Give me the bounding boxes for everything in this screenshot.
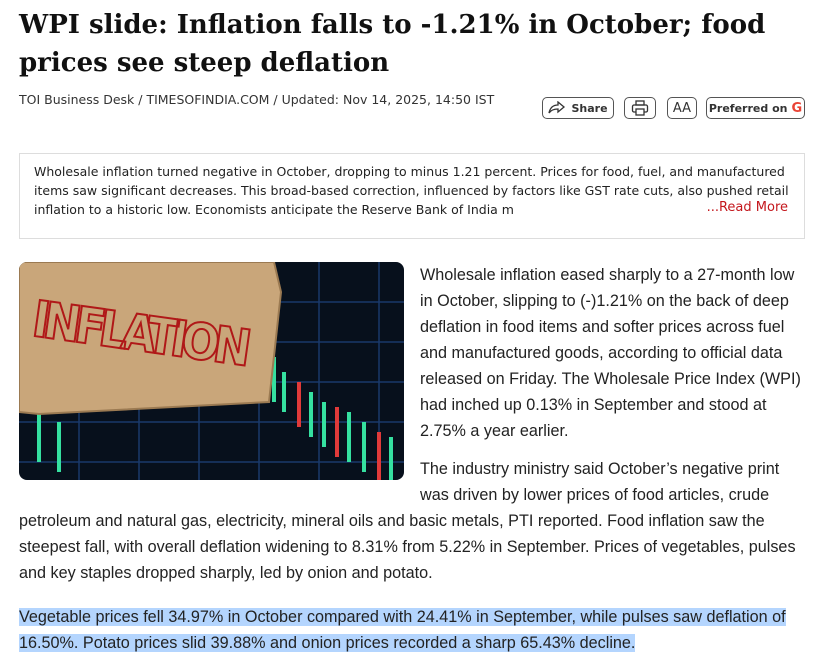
summary-text: Wholesale inflation turned negative in O… <box>34 164 789 217</box>
headline: WPI slide: Inflation falls to -1.21% in … <box>19 10 766 78</box>
paragraph: The industry ministry said October’s neg… <box>19 460 796 582</box>
read-more[interactable]: ...Read More <box>704 200 788 215</box>
font-size-button[interactable]: AA <box>667 97 697 119</box>
preferred-button[interactable]: Preferred on G <box>706 97 805 119</box>
share-label: Share <box>571 101 608 115</box>
byline: TOI Business Desk / TIMESOFINDIA.COM / U… <box>19 92 495 107</box>
print-icon <box>631 100 649 116</box>
google-logo: G <box>791 100 803 116</box>
inflation-photo: INFLATION <box>19 262 404 480</box>
share-button[interactable]: Share <box>542 97 614 119</box>
paragraph: Wholesale inflation eased sharply to a 2… <box>420 266 801 440</box>
share-icon <box>548 101 566 114</box>
selected-text: Vegetable prices fell 34.97% in October … <box>19 608 786 652</box>
paragraph: Vegetable prices fell 34.97% in October … <box>19 604 809 656</box>
print-button[interactable] <box>624 97 656 119</box>
article-image: INFLATION <box>19 262 404 480</box>
preferred-label: Preferred on <box>708 101 788 115</box>
summary-box: Wholesale inflation turned negative in O… <box>19 153 805 239</box>
article-body: INFLATION Wholesale inflation eased shar… <box>19 262 809 664</box>
